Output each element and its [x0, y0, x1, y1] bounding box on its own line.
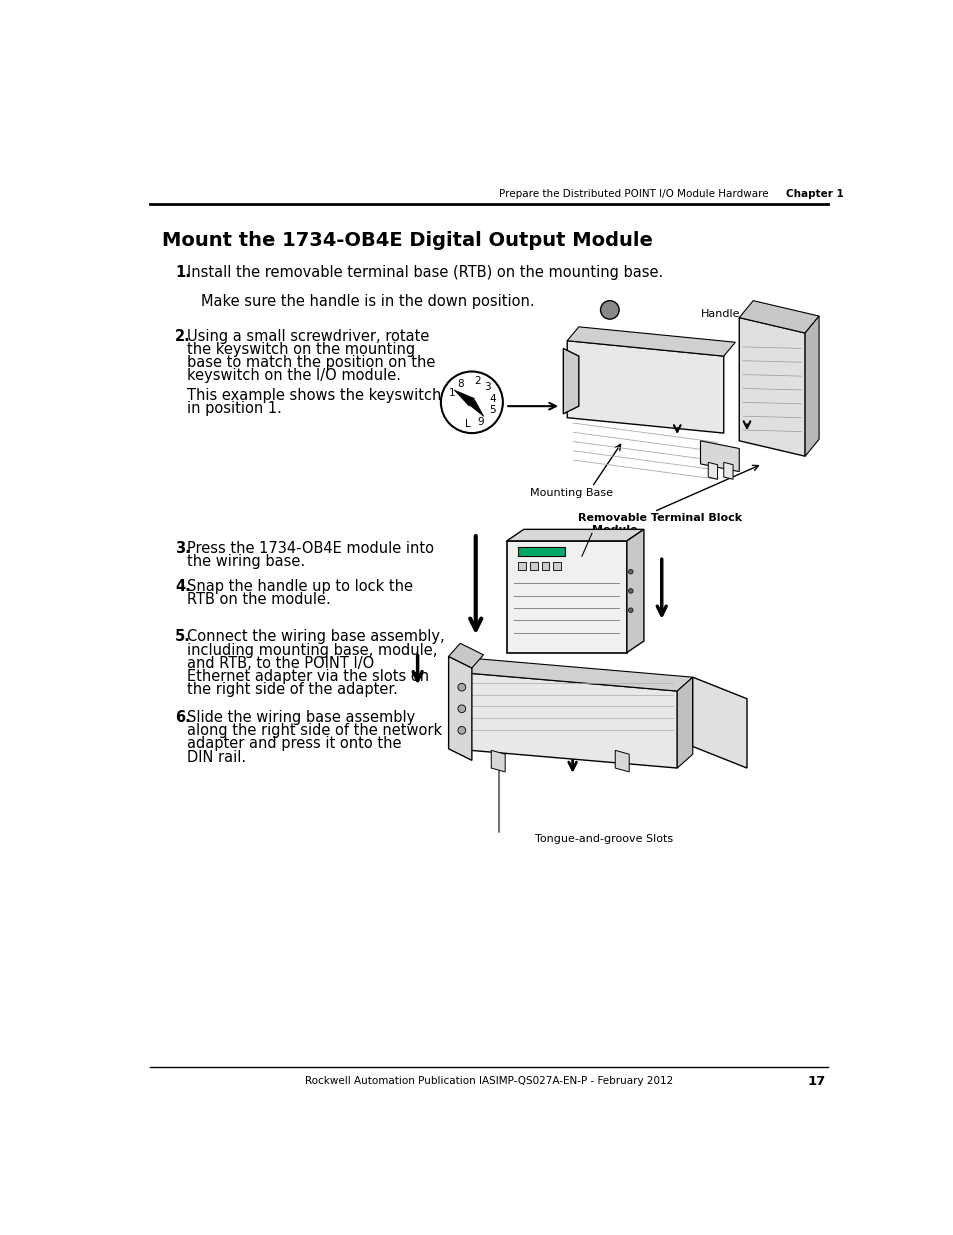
Text: Mounting Base: Mounting Base: [530, 488, 613, 498]
Text: Connect the wiring base assembly,: Connect the wiring base assembly,: [187, 630, 445, 645]
Text: adapter and press it onto the: adapter and press it onto the: [187, 736, 401, 751]
Text: 5.: 5.: [174, 630, 191, 645]
Text: 1.: 1.: [174, 266, 191, 280]
Polygon shape: [454, 390, 474, 406]
Text: 2.: 2.: [174, 330, 191, 345]
Polygon shape: [626, 530, 643, 652]
Polygon shape: [452, 672, 677, 768]
Text: Press the 1734-OB4E module into: Press the 1734-OB4E module into: [187, 541, 434, 556]
Polygon shape: [452, 658, 692, 692]
Bar: [530, 562, 537, 571]
Text: Chapter 1: Chapter 1: [785, 189, 842, 199]
Polygon shape: [506, 541, 626, 652]
Text: 3.: 3.: [174, 541, 191, 556]
Text: DIN rail.: DIN rail.: [187, 750, 246, 764]
Polygon shape: [707, 462, 717, 479]
Circle shape: [440, 372, 502, 433]
Bar: [517, 562, 525, 571]
Text: Tongue-and-groove Slots: Tongue-and-groove Slots: [535, 834, 673, 844]
Text: 8: 8: [457, 379, 464, 389]
Text: 3: 3: [483, 382, 490, 391]
Text: Make sure the handle is in the down position.: Make sure the handle is in the down posi…: [200, 294, 534, 309]
Polygon shape: [562, 348, 578, 414]
Text: 2: 2: [474, 377, 480, 387]
Text: Using a small screwdriver, rotate: Using a small screwdriver, rotate: [187, 330, 430, 345]
Text: the wiring base.: the wiring base.: [187, 555, 305, 569]
Polygon shape: [491, 751, 505, 772]
Text: Prepare the Distributed POINT I/O Module Hardware: Prepare the Distributed POINT I/O Module…: [498, 189, 768, 199]
Text: the right side of the adapter.: the right side of the adapter.: [187, 682, 398, 697]
Text: Ethernet adapter via the slots on: Ethernet adapter via the slots on: [187, 668, 429, 684]
Bar: [541, 562, 549, 571]
Circle shape: [599, 300, 618, 319]
Text: and RTB, to the POINT I/O: and RTB, to the POINT I/O: [187, 656, 375, 671]
Text: 9: 9: [477, 417, 484, 427]
Polygon shape: [469, 400, 483, 416]
Text: 4: 4: [490, 394, 497, 404]
Polygon shape: [692, 677, 746, 768]
Text: along the right side of the network: along the right side of the network: [187, 724, 442, 739]
Text: L: L: [465, 419, 471, 429]
Text: Snap the handle up to lock the: Snap the handle up to lock the: [187, 579, 413, 594]
Text: Module: Module: [592, 525, 637, 535]
Polygon shape: [567, 341, 723, 433]
Polygon shape: [448, 643, 483, 668]
Text: Install the removable terminal base (RTB) on the mounting base.: Install the removable terminal base (RTB…: [187, 266, 663, 280]
Polygon shape: [506, 530, 643, 541]
Text: in position 1.: in position 1.: [187, 401, 282, 416]
Text: Slide the wiring base assembly: Slide the wiring base assembly: [187, 710, 416, 725]
Text: Mount the 1734-OB4E Digital Output Module: Mount the 1734-OB4E Digital Output Modul…: [162, 231, 652, 251]
Circle shape: [628, 589, 633, 593]
Text: 5: 5: [489, 405, 495, 415]
Bar: [517, 547, 564, 556]
Text: Rockwell Automation Publication IASIMP-QS027A-EN-P - February 2012: Rockwell Automation Publication IASIMP-Q…: [304, 1077, 673, 1087]
Circle shape: [628, 608, 633, 613]
Polygon shape: [739, 317, 804, 456]
Circle shape: [457, 705, 465, 713]
Circle shape: [457, 683, 465, 692]
Text: Removable Terminal Block: Removable Terminal Block: [578, 513, 741, 522]
Polygon shape: [677, 677, 692, 768]
Text: 6.: 6.: [174, 710, 191, 725]
Text: RTB on the module.: RTB on the module.: [187, 593, 331, 608]
Polygon shape: [700, 441, 739, 472]
Text: the keyswitch on the mounting: the keyswitch on the mounting: [187, 342, 416, 357]
Text: This example shows the keyswitch: This example shows the keyswitch: [187, 388, 441, 403]
Text: Handle: Handle: [700, 309, 740, 319]
Circle shape: [457, 726, 465, 734]
Polygon shape: [804, 316, 819, 456]
Polygon shape: [739, 300, 819, 333]
Polygon shape: [723, 462, 732, 479]
Circle shape: [628, 569, 633, 574]
Polygon shape: [615, 751, 629, 772]
Bar: [553, 562, 560, 571]
Polygon shape: [567, 327, 735, 356]
Text: keyswitch on the I/O module.: keyswitch on the I/O module.: [187, 368, 401, 383]
Polygon shape: [448, 656, 472, 761]
Text: base to match the position on the: base to match the position on the: [187, 356, 436, 370]
Text: including mounting base, module,: including mounting base, module,: [187, 642, 437, 657]
Text: 4.: 4.: [174, 579, 191, 594]
Text: 1: 1: [449, 388, 455, 398]
Text: 17: 17: [807, 1074, 825, 1088]
